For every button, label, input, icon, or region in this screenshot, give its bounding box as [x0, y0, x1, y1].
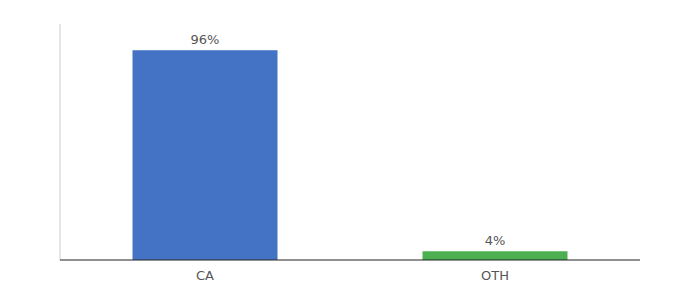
x-axis-line	[60, 259, 640, 260]
bars	[133, 50, 568, 260]
x-tick-label: OTH	[481, 268, 509, 283]
x-tick-label: CA	[196, 268, 214, 283]
bar	[423, 251, 568, 260]
chart-svg: 96% 4% CA OTH	[0, 0, 680, 300]
y-axis-line	[60, 24, 61, 260]
bar	[133, 50, 278, 260]
chart-container: 96% 4% CA OTH	[0, 0, 680, 300]
data-label: 4%	[485, 233, 506, 248]
data-label: 96%	[191, 32, 220, 47]
